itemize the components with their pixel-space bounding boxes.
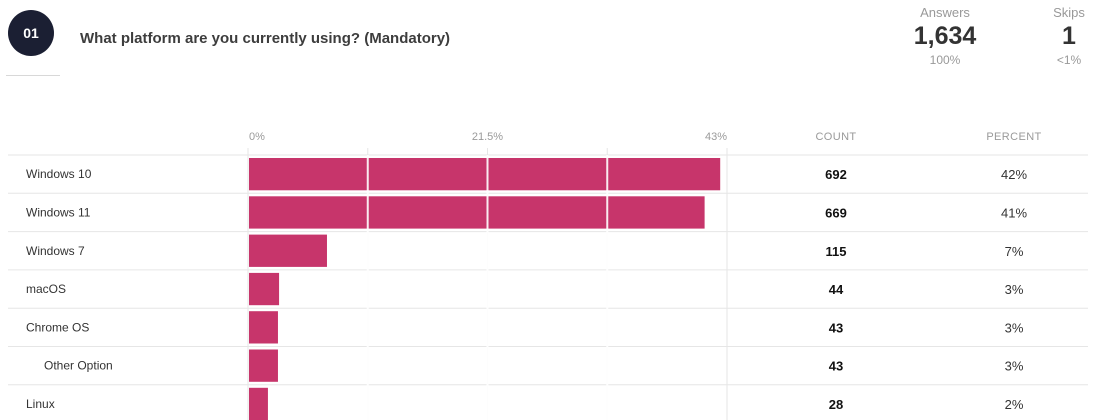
bar	[249, 196, 705, 229]
x-tick-label: 0%	[249, 131, 265, 143]
percent-value: 3%	[1005, 282, 1024, 297]
percent-value: 42%	[1001, 167, 1027, 182]
percent-value: 41%	[1001, 205, 1027, 220]
skips-count: 1	[1062, 22, 1076, 50]
bar	[249, 272, 280, 306]
count-column-header: COUNT	[815, 131, 856, 143]
x-tick-label: 21.5%	[472, 131, 503, 143]
percent-value: 3%	[1005, 359, 1024, 374]
percent-value: 3%	[1005, 320, 1024, 335]
bar	[249, 387, 268, 420]
bar	[249, 234, 327, 267]
answers-label: Answers	[920, 5, 970, 20]
category-label: Windows 11	[26, 205, 91, 219]
answers-count: 1,634	[913, 22, 977, 50]
count-value: 44	[829, 282, 844, 297]
question-title: What platform are you currently using? (…	[80, 30, 451, 47]
question-number-badge: 01	[8, 10, 54, 56]
badge-divider	[6, 75, 60, 76]
count-value: 115	[826, 244, 847, 259]
count-value: 692	[825, 167, 847, 182]
category-label: Windows 10	[26, 167, 92, 181]
skips-stat: Skips 1 <1%	[1034, 5, 1103, 67]
count-value: 43	[829, 320, 843, 335]
percent-value: 2%	[1005, 397, 1024, 412]
category-label: Linux	[26, 397, 55, 411]
skips-label: Skips	[1053, 5, 1085, 20]
skips-percent: <1%	[1056, 53, 1082, 67]
count-value: 669	[825, 205, 847, 220]
percent-value: 7%	[1005, 244, 1024, 259]
x-tick-label: 43%	[705, 131, 727, 143]
bar	[249, 311, 278, 344]
bar	[249, 349, 278, 382]
count-value: 43	[829, 359, 843, 374]
category-label: Windows 7	[26, 244, 85, 258]
category-label: Other Option	[44, 359, 113, 373]
bar	[249, 158, 721, 191]
answers-stat: Answers 1,634 100%	[885, 5, 1005, 67]
category-label: Chrome OS	[26, 320, 89, 334]
percent-column-header: PERCENT	[986, 131, 1041, 143]
category-label: macOS	[26, 282, 66, 296]
count-value: 28	[829, 397, 843, 412]
answers-percent: 100%	[929, 53, 961, 67]
